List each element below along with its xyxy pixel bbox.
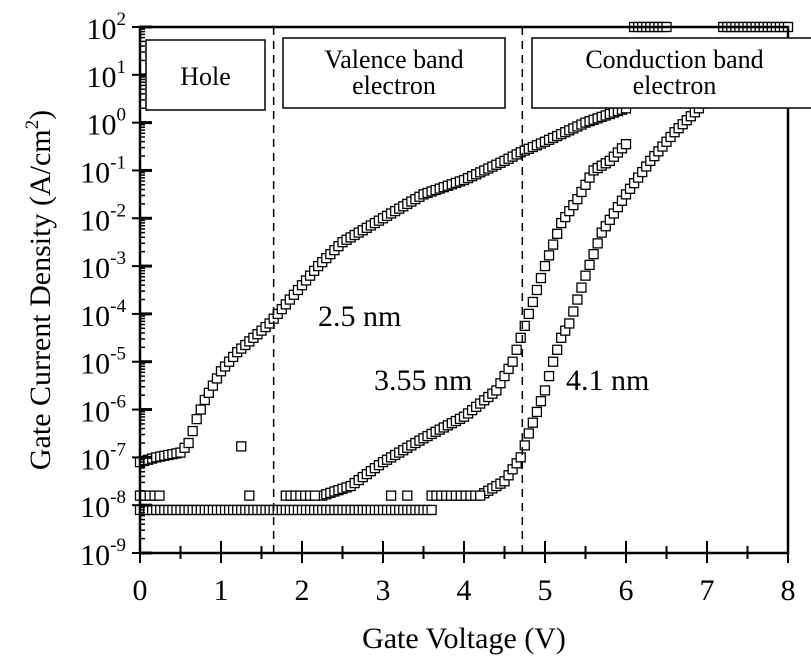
marker-4-1-nm [564, 318, 575, 329]
y-tick-label: 10-7 [80, 439, 126, 476]
marker-noise-floor [154, 490, 165, 501]
marker-4-1-nm [535, 396, 547, 407]
marker-3-55-nm [620, 139, 632, 150]
marker-3-55-nm [552, 228, 563, 239]
y-tick-label: 10-6 [80, 392, 126, 429]
marker-4-1-nm [515, 452, 526, 463]
y-tick-label: 10-9 [80, 535, 126, 572]
y-tick-label: 100 [87, 105, 127, 142]
marker-noise-floor [475, 490, 486, 501]
region-label-box [282, 37, 506, 109]
x-tick-label: 5 [538, 574, 553, 607]
marker-2-5-nm [183, 437, 194, 449]
marker-2-5-nm [187, 425, 198, 437]
marker-3-55-nm [523, 308, 534, 320]
marker-4-1-nm [568, 306, 579, 317]
marker-4-1-nm [576, 282, 587, 293]
y-tick-label: 10-3 [80, 248, 126, 285]
region-label-line2: electron [352, 71, 436, 100]
x-axis-label: Gate Voltage (V) [362, 622, 566, 655]
marker-4-1-nm [552, 344, 563, 355]
marker-4-1-nm [527, 417, 538, 428]
marker-noise-floor [426, 504, 437, 516]
marker-noise-floor [244, 490, 255, 501]
marker-3-55-nm [511, 344, 522, 355]
series-label-4-1nm: 4.1 nm [566, 364, 649, 397]
marker-4-1-nm [592, 238, 603, 249]
marker-4-1-nm [572, 294, 583, 305]
marker-noise-floor [402, 490, 413, 501]
region-label-line2: electron [633, 71, 717, 100]
x-tick-label: 8 [781, 574, 796, 607]
marker-4-1-nm [519, 440, 530, 451]
region-label-box [531, 37, 811, 109]
marker-3-55-nm [527, 296, 538, 308]
y-tick-label: 10-8 [80, 487, 126, 524]
marker-2-5-nm [195, 404, 206, 415]
marker-noise-floor [385, 490, 397, 501]
marker-3-55-nm [507, 356, 518, 367]
marker-outlier [236, 441, 247, 452]
marker-3-55-nm [519, 320, 530, 332]
marker-4-1-nm [547, 356, 559, 367]
x-tick-label: 2 [295, 574, 310, 607]
y-tick-label: 10-5 [80, 344, 126, 381]
region-label-line1: Valence band [324, 45, 463, 74]
series-label-2-5nm: 2.5 nm [318, 300, 401, 333]
x-tick-label: 0 [133, 574, 148, 607]
y-tick-label: 10-1 [80, 152, 126, 189]
y-tick-label: 10-2 [80, 200, 126, 237]
data-marks [134, 21, 794, 516]
marker-3-55-nm [547, 239, 559, 250]
x-tick-label: 4 [457, 574, 472, 607]
region-label-box [145, 39, 266, 111]
x-tick-label: 7 [700, 574, 715, 607]
y-tick-label: 102 [87, 9, 127, 46]
y-tick-label: 10-4 [80, 296, 126, 333]
y-tick-label: 101 [87, 57, 127, 94]
marker-2-5-nm [191, 413, 202, 425]
x-tick-label: 1 [214, 574, 229, 607]
marker-noise-floor [309, 490, 321, 501]
axes: 0 1 2 3 4 5 6 7 8 102 101 100 10-1 10-2 10-3 10-4 10-5 10… [80, 9, 795, 607]
marker-4-1-nm [539, 385, 551, 396]
series-label-3-55nm: 3.55 nm [374, 364, 472, 397]
x-tick-label: 6 [619, 574, 634, 607]
marker-3-55-nm [535, 272, 547, 284]
x-tick-label: 3 [376, 574, 391, 607]
marker-3-55-nm [543, 250, 555, 261]
marker-4-1-nm [531, 406, 543, 418]
marker-4-1-nm [580, 270, 591, 281]
marker-4-1-nm [523, 428, 534, 439]
marker-3-55-nm [515, 332, 526, 343]
y-axis-label: Gate Current Density (A/cm2) [22, 110, 57, 470]
marker-4-1-nm [584, 259, 595, 271]
marker-4-1-nm [543, 370, 555, 382]
region-label-line1: Conduction band [585, 45, 763, 74]
marker-3-55-nm [531, 284, 543, 296]
region-label-line1: Hole [180, 62, 231, 91]
marker-4-1-nm [588, 248, 599, 260]
marker-3-55-nm [539, 260, 551, 272]
